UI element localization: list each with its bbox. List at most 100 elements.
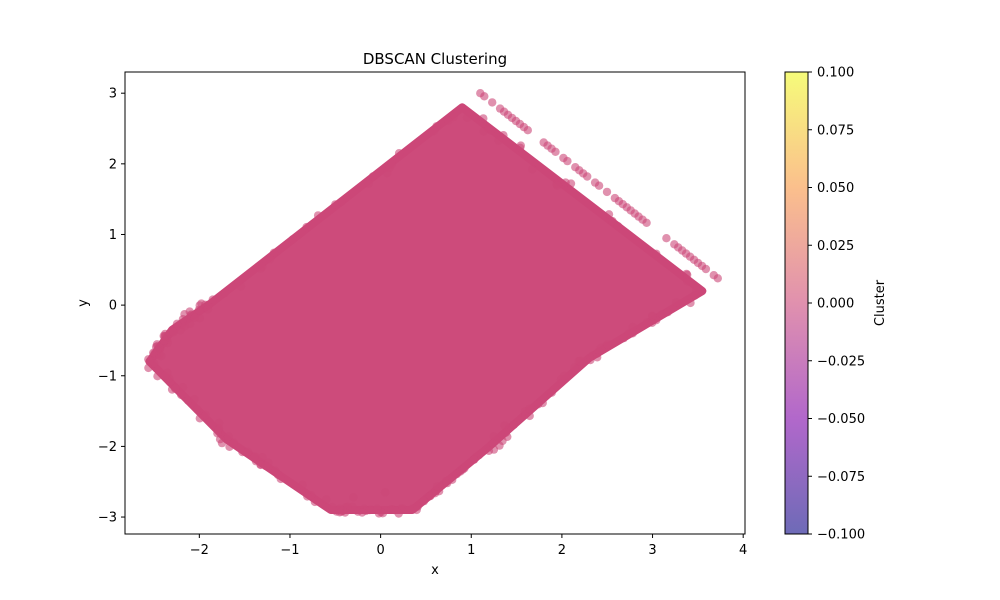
outlier-point xyxy=(322,495,331,504)
data-point xyxy=(570,363,579,372)
colorbar-tick-label: 0.075 xyxy=(817,123,854,138)
data-point xyxy=(479,114,488,123)
colorbar-tick-label: −0.025 xyxy=(817,354,865,369)
data-point xyxy=(368,172,378,181)
outlier-point xyxy=(145,357,154,366)
colorbar-tick-label: −0.100 xyxy=(817,528,865,543)
y-tick-label: 1 xyxy=(109,228,117,243)
data-point xyxy=(566,179,576,188)
data-point xyxy=(170,384,180,393)
x-tick-label: 0 xyxy=(376,543,384,558)
colorbar-tick-label: 0.025 xyxy=(817,239,854,254)
data-point xyxy=(298,480,307,490)
x-axis-label: x xyxy=(431,563,439,578)
data-point xyxy=(683,277,692,286)
y-tick-label: −1 xyxy=(98,369,117,384)
data-point xyxy=(193,405,202,414)
data-point xyxy=(153,372,162,381)
band-point xyxy=(480,92,489,101)
data-point xyxy=(190,313,199,322)
data-point xyxy=(460,464,469,473)
data-point xyxy=(628,322,637,332)
data-point xyxy=(160,336,169,345)
data-point xyxy=(213,429,222,438)
outlier-point xyxy=(365,505,374,515)
outlier-point xyxy=(335,504,344,513)
data-point xyxy=(208,295,217,304)
x-tick-label: 3 xyxy=(648,543,656,558)
data-point xyxy=(258,453,267,462)
outlier-point xyxy=(160,371,170,380)
data-point xyxy=(619,333,628,343)
data-point xyxy=(484,124,493,134)
data-point xyxy=(488,439,498,448)
data-point xyxy=(169,327,178,337)
data-point xyxy=(178,383,188,392)
data-point xyxy=(328,502,337,512)
y-axis-ticks: −3 −2 −1 0 1 2 3 xyxy=(98,87,125,526)
data-point xyxy=(489,432,499,441)
data-point xyxy=(185,319,195,328)
outlier-point xyxy=(349,493,358,502)
y-tick-label: −3 xyxy=(98,511,117,526)
outlier-point xyxy=(157,351,166,361)
colorbar-tick-label: −0.050 xyxy=(817,412,865,427)
data-point xyxy=(194,305,204,315)
data-point xyxy=(144,363,153,373)
y-tick-label: 2 xyxy=(109,157,117,172)
band-point xyxy=(523,126,532,135)
band-point xyxy=(642,218,651,227)
data-point xyxy=(503,432,512,441)
y-tick-label: 0 xyxy=(109,299,117,314)
data-point xyxy=(250,452,259,462)
outlier-point xyxy=(380,488,390,497)
data-point xyxy=(303,492,312,501)
data-point xyxy=(525,404,534,414)
data-point xyxy=(374,509,384,518)
data-point xyxy=(224,432,233,441)
plot-frame xyxy=(124,71,746,535)
data-point xyxy=(528,165,537,174)
data-point xyxy=(337,197,346,207)
data-point xyxy=(489,445,499,454)
x-tick-label: −2 xyxy=(190,543,209,558)
colorbar-tick-label: 0.050 xyxy=(817,181,854,196)
band-point xyxy=(594,181,604,190)
chart-title: DBSCAN Clustering xyxy=(363,50,507,68)
data-point xyxy=(236,282,246,291)
data-point xyxy=(276,474,285,484)
data-point xyxy=(243,447,253,457)
x-tick-label: 4 xyxy=(739,543,747,558)
data-point xyxy=(628,329,637,338)
data-point xyxy=(500,421,509,430)
data-point xyxy=(552,181,562,190)
data-point xyxy=(383,168,392,178)
data-point xyxy=(177,390,186,400)
data-point xyxy=(432,482,442,491)
outlier-point xyxy=(426,491,435,501)
data-point xyxy=(394,149,404,158)
data-point xyxy=(357,508,367,517)
data-point xyxy=(509,420,518,429)
data-point xyxy=(593,353,602,362)
data-point xyxy=(663,308,672,317)
data-point xyxy=(261,461,270,471)
data-point xyxy=(686,298,695,308)
data-point xyxy=(429,126,439,136)
band-point xyxy=(551,147,560,156)
data-point xyxy=(534,400,543,409)
data-point xyxy=(671,298,681,307)
data-point xyxy=(469,455,479,464)
data-point xyxy=(547,388,556,397)
band-point xyxy=(488,98,497,107)
outlier-point xyxy=(394,509,403,518)
data-point xyxy=(184,396,193,405)
data-point xyxy=(604,210,614,219)
data-point xyxy=(214,418,224,428)
band-point xyxy=(701,264,711,274)
band-point xyxy=(563,156,572,166)
data-points xyxy=(144,89,722,518)
data-point xyxy=(364,179,373,188)
data-point xyxy=(576,356,585,366)
